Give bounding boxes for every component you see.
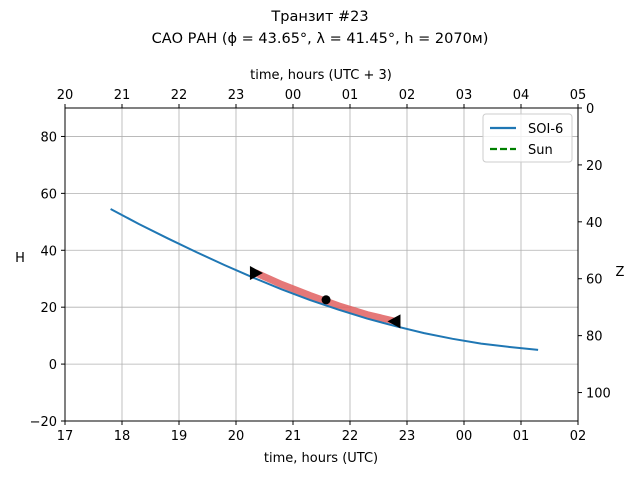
x-top-tick-label-8: 04 bbox=[513, 88, 530, 103]
x-top-tick-label-6: 02 bbox=[399, 88, 416, 103]
z-tick-label-2: 40 bbox=[586, 216, 603, 231]
z-tick-label-4: 80 bbox=[586, 330, 603, 345]
plot-frame bbox=[64, 107, 579, 422]
x-top-tick-label-3: 23 bbox=[228, 88, 245, 103]
x-top-tick-label-1: 21 bbox=[114, 88, 131, 103]
y-tick-label-1: 0 bbox=[49, 358, 57, 373]
x-top-tick-label-4: 00 bbox=[285, 88, 302, 103]
y-axis-label: H bbox=[15, 251, 25, 266]
plot-area bbox=[110, 208, 539, 351]
x-top-tick-label-5: 01 bbox=[342, 88, 359, 103]
chart-title-line1: Транзит #23 bbox=[270, 9, 368, 25]
y-tick-label-3: 40 bbox=[40, 244, 57, 259]
transit-start-marker bbox=[249, 266, 263, 281]
legend-label-sun: Sun bbox=[528, 143, 553, 158]
z-tick-label-3: 60 bbox=[586, 273, 603, 288]
z-tick-label-1: 20 bbox=[586, 159, 603, 174]
x-tick-label-0: 17 bbox=[57, 429, 74, 444]
x-axis-label: time, hours (UTC) bbox=[264, 451, 378, 466]
x-tick-label-2: 19 bbox=[171, 429, 188, 444]
series-line-soi-6 bbox=[110, 208, 539, 351]
x-tick-label-5: 22 bbox=[342, 429, 359, 444]
z-tick-label-5: 100 bbox=[586, 387, 611, 402]
x-tick-label-1: 18 bbox=[114, 429, 131, 444]
x-top-tick-label-9: 05 bbox=[570, 88, 587, 103]
z-axis-label: Z bbox=[616, 265, 625, 280]
transit-end-marker bbox=[387, 314, 401, 329]
x-top-tick-label-2: 22 bbox=[171, 88, 188, 103]
chart-title-line2: САО РАН (ϕ = 43.65°, λ = 41.45°, h = 207… bbox=[152, 31, 489, 47]
y-tick-label-2: 20 bbox=[40, 301, 57, 316]
x-tick-label-9: 02 bbox=[570, 429, 587, 444]
x-tick-label-8: 01 bbox=[513, 429, 530, 444]
legend: SOI-6 Sun bbox=[482, 113, 573, 163]
z-tick-label-0: 0 bbox=[586, 102, 594, 117]
x-tick-label-7: 00 bbox=[456, 429, 473, 444]
x-top-tick-label-7: 03 bbox=[456, 88, 473, 103]
y-tick-label-0: −20 bbox=[30, 415, 57, 430]
x-tick-label-6: 23 bbox=[399, 429, 416, 444]
y-tick-label-5: 80 bbox=[40, 130, 57, 145]
transit-mid-marker bbox=[321, 295, 331, 305]
x-top-tick-label-0: 20 bbox=[57, 88, 74, 103]
x-axis-label-top: time, hours (UTC + 3) bbox=[250, 68, 392, 83]
x-tick-label-4: 21 bbox=[285, 429, 302, 444]
y-tick-label-4: 60 bbox=[40, 187, 57, 202]
legend-label-soi6: SOI-6 bbox=[528, 122, 563, 137]
x-tick-label-3: 20 bbox=[228, 429, 245, 444]
